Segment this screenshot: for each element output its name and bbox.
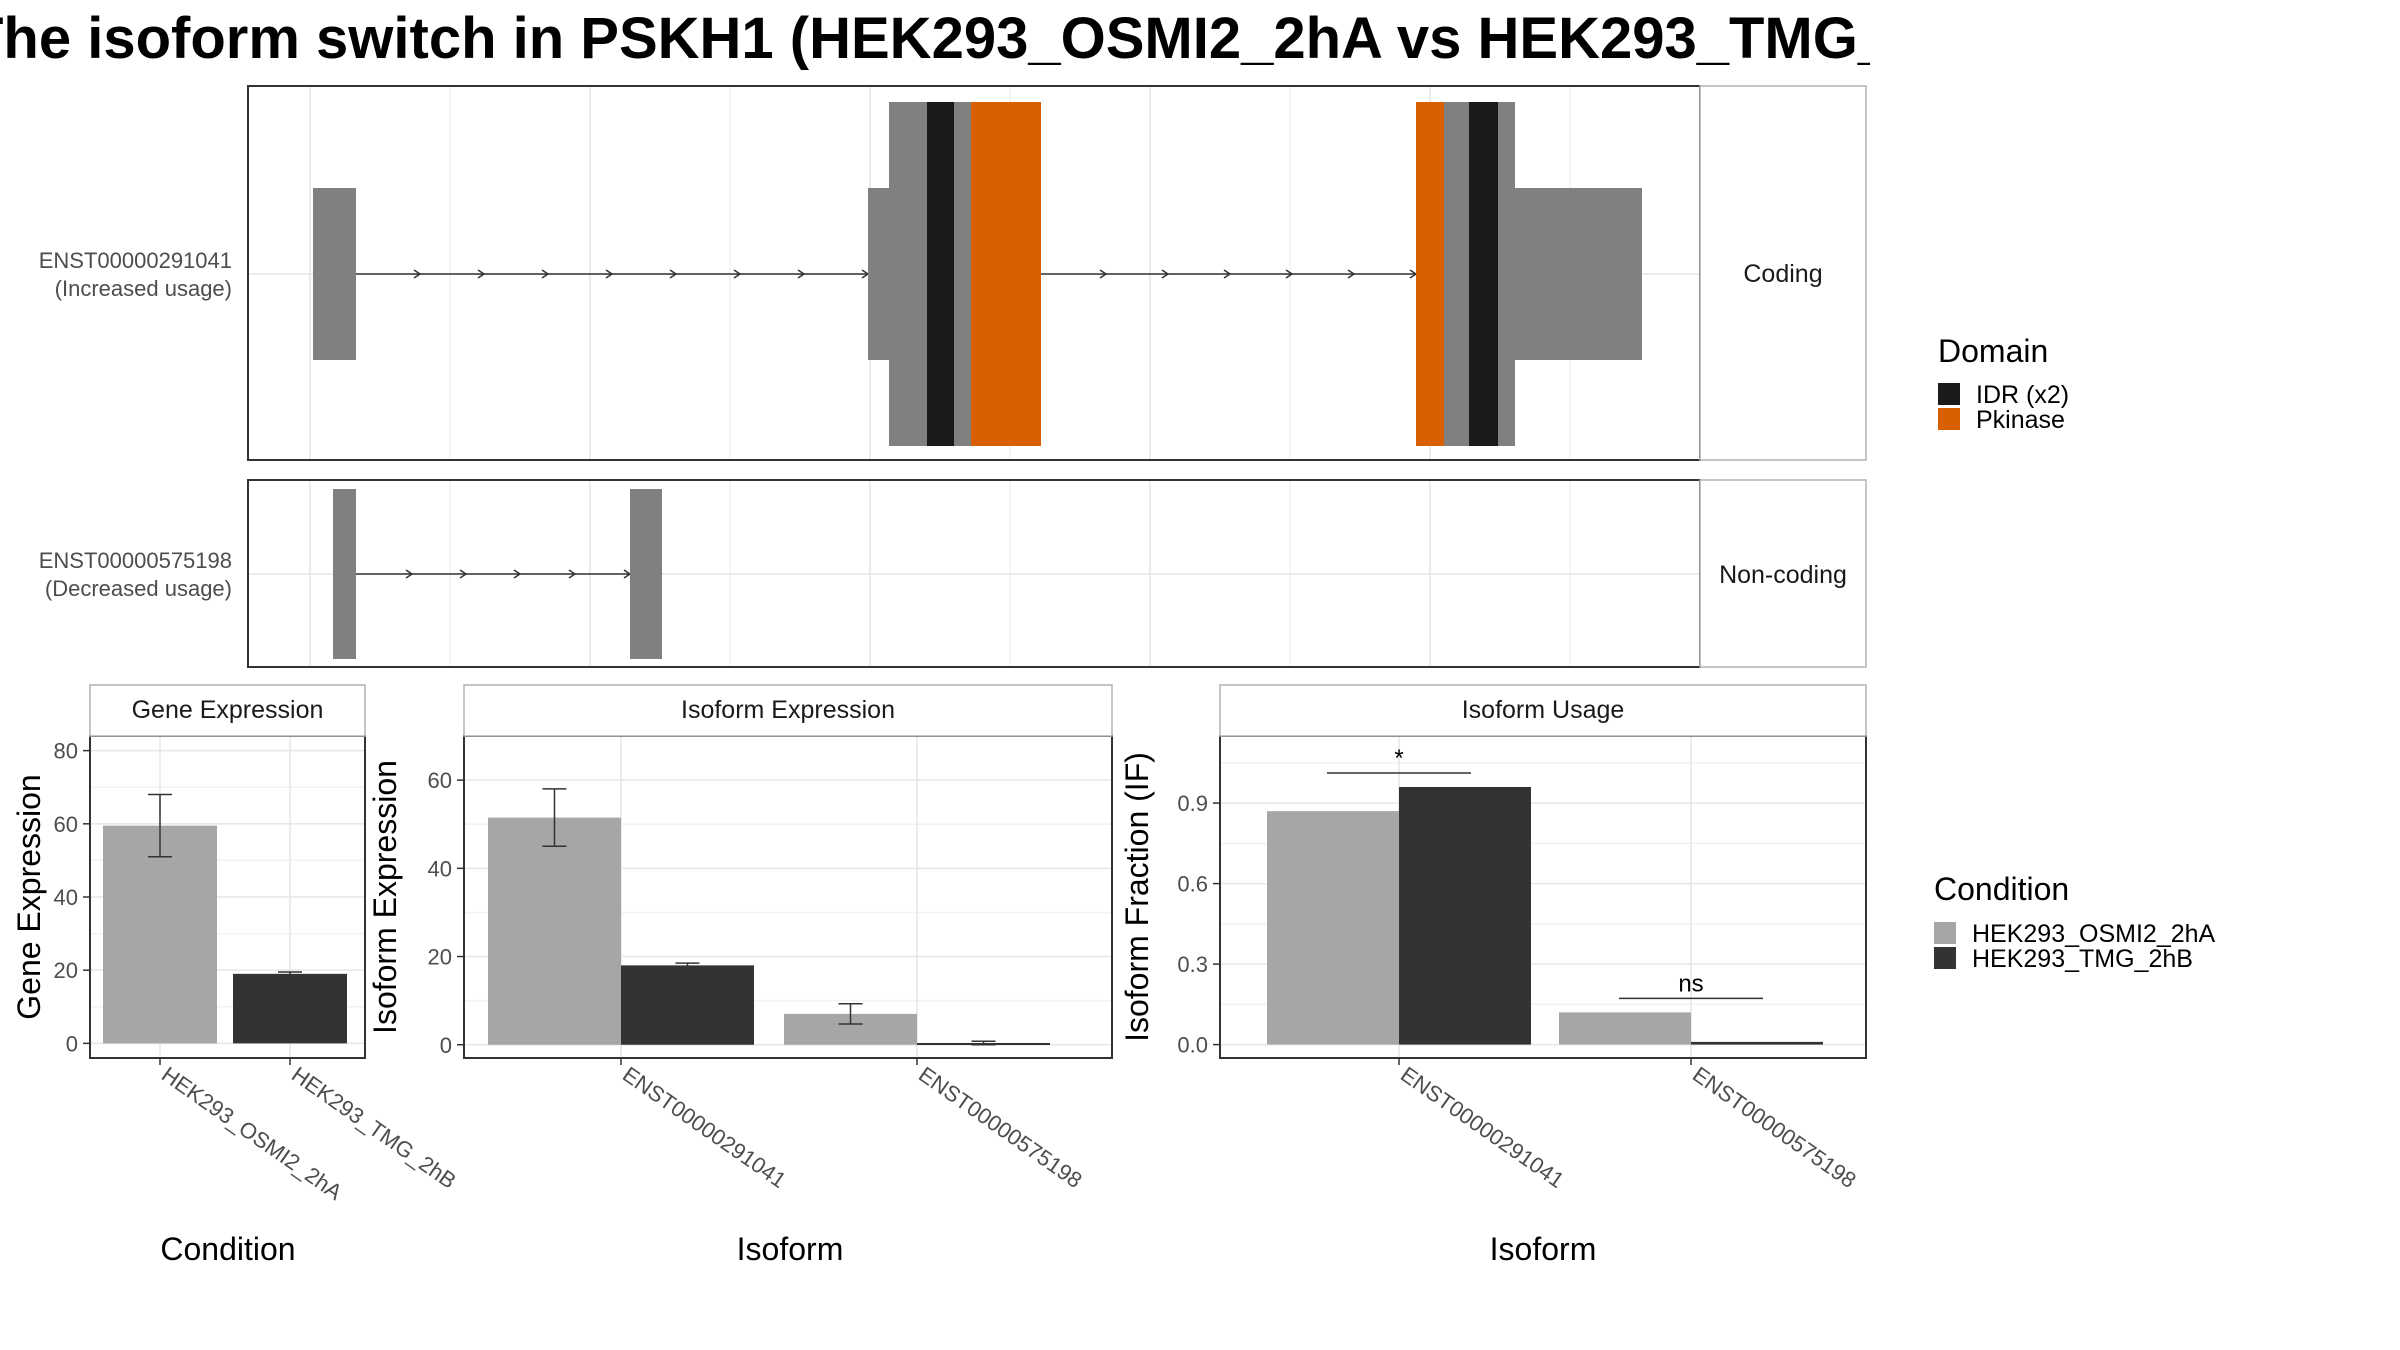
exon: [1444, 102, 1469, 446]
idr-domain: [1469, 102, 1498, 446]
isoform-expression-chart: Isoform Expression 0 20 40 60 Isoform Express…: [367, 684, 1113, 1267]
y-axis-title: Gene Expression: [11, 774, 47, 1019]
pkinase-domain: [971, 102, 1041, 446]
intron-arrow: [1223, 269, 1232, 279]
intron-arrow: [1099, 269, 1108, 279]
y-tick-label: 0: [440, 1033, 452, 1058]
intron-arrow: [568, 569, 577, 579]
track-label-usage: (Increased usage): [55, 276, 232, 301]
track-label-usage: (Decreased usage): [45, 576, 232, 601]
y-tick-label: 60: [428, 768, 452, 793]
exon: [868, 188, 890, 360]
legend-label-idr: IDR (x2): [1976, 381, 2069, 409]
exon: [1515, 188, 1642, 360]
exon: [889, 102, 927, 446]
intron-arrow: [1285, 269, 1294, 279]
y-axis-title: Isoform Expression: [367, 760, 403, 1034]
significance-label: ns: [1678, 970, 1703, 997]
bar: [1399, 786, 1531, 1045]
intron-arrow: [605, 269, 614, 279]
bar: [233, 973, 347, 1044]
condition-legend: Condition HEK293_OSMI2_2hA HEK293_TMG_2h…: [1934, 871, 2216, 973]
intron-arrow: [1347, 269, 1356, 279]
intron-arrows: [405, 569, 632, 579]
legend-swatch-pkinase: [1938, 408, 1960, 430]
y-tick-label: 0.0: [1177, 1033, 1208, 1058]
strip-label-noncoding: Non-coding: [1719, 561, 1847, 589]
track-enst00000291041: ENST00000291041 (Increased usage) Coding: [39, 85, 1867, 461]
y-tick-label: 40: [54, 885, 78, 910]
strip-background: [1219, 684, 1867, 737]
track-label-id: ENST00000575198: [39, 548, 232, 573]
y-tick-label: 60: [54, 812, 78, 837]
panel-strip-title: Gene Expression: [132, 696, 324, 724]
intron-arrow: [797, 269, 806, 279]
track-enst00000575198: ENST00000575198 (Decreased usage) Non-co…: [39, 479, 1867, 668]
intron-arrow: [541, 269, 550, 279]
bar: [103, 825, 217, 1044]
intron-arrow: [733, 269, 742, 279]
intron-arrow: [477, 269, 486, 279]
intron-arrow: [1161, 269, 1170, 279]
x-tick-label: ENST00000291041: [1396, 1062, 1569, 1193]
strip-label-coding: Coding: [1743, 260, 1822, 288]
track-grid: [248, 480, 1700, 667]
figure-title: The isoform switch in PSKH1 (HEK293_OSMI…: [0, 6, 2019, 71]
strip-background: [1699, 85, 1867, 461]
condition-legend-title: Condition: [1934, 871, 2069, 907]
bar: [1691, 1041, 1823, 1045]
y-axis-title: Isoform Fraction (IF): [1119, 752, 1155, 1042]
panel-strip-title: Isoform Usage: [1462, 696, 1625, 724]
legend-label-cond-b: HEK293_TMG_2hB: [1972, 945, 2193, 973]
exon: [333, 489, 356, 659]
y-tick-label: 40: [428, 856, 452, 881]
exon: [1498, 102, 1515, 446]
legend-label-cond-a: HEK293_OSMI2_2hA: [1972, 920, 2216, 948]
legend-swatch-cond-a: [1934, 922, 1956, 944]
x-tick-label: ENST00000575198: [1688, 1062, 1861, 1193]
y-tick-label: 0: [66, 1031, 78, 1056]
x-axis-title: Isoform: [737, 1231, 844, 1267]
intron-arrow: [669, 269, 678, 279]
strip-background: [463, 684, 1113, 737]
idr-domain: [927, 102, 954, 446]
y-tick-label: 0.9: [1177, 791, 1208, 816]
legend-swatch-cond-b: [1934, 947, 1956, 969]
domain-legend-title: Domain: [1938, 333, 2048, 369]
bar: [488, 817, 621, 1045]
exon: [954, 102, 971, 446]
x-axis-title: Condition: [160, 1231, 295, 1267]
y-tick-label: 20: [54, 958, 78, 983]
intron-arrow: [413, 269, 422, 279]
strip-background: [89, 684, 366, 737]
pkinase-domain: [1416, 102, 1444, 446]
bar: [1559, 1012, 1691, 1045]
x-axis-title: Isoform: [1490, 1231, 1597, 1267]
y-tick-label: 80: [54, 739, 78, 764]
isoform-usage-chart: * ns Isoform Usage 0.0 0.3 0.6 0.9 Isoform Frac…: [1119, 684, 1867, 1267]
y-tick-label: 20: [428, 945, 452, 970]
strip-background: [1699, 479, 1867, 668]
domain-legend: Domain IDR (x2) Pkinase: [1938, 333, 2069, 434]
y-tick-label: 0.3: [1177, 952, 1208, 977]
y-tick-label: 0.6: [1177, 872, 1208, 897]
intron-arrow: [459, 569, 468, 579]
intron-arrow: [405, 569, 414, 579]
track-label-id: ENST00000291041: [39, 248, 232, 273]
significance-label: *: [1394, 745, 1403, 772]
exon: [313, 188, 356, 360]
bar: [621, 965, 754, 1045]
legend-label-pkinase: Pkinase: [1976, 406, 2065, 434]
legend-swatch-idr: [1938, 383, 1960, 405]
intron-arrow: [513, 569, 522, 579]
exon: [630, 489, 662, 659]
x-tick-label: ENST00000291041: [618, 1062, 791, 1193]
bar: [1267, 811, 1399, 1045]
intron-arrows: [413, 269, 1418, 279]
panel-strip-title: Isoform Expression: [681, 696, 895, 724]
x-tick-label: ENST00000575198: [914, 1062, 1087, 1193]
